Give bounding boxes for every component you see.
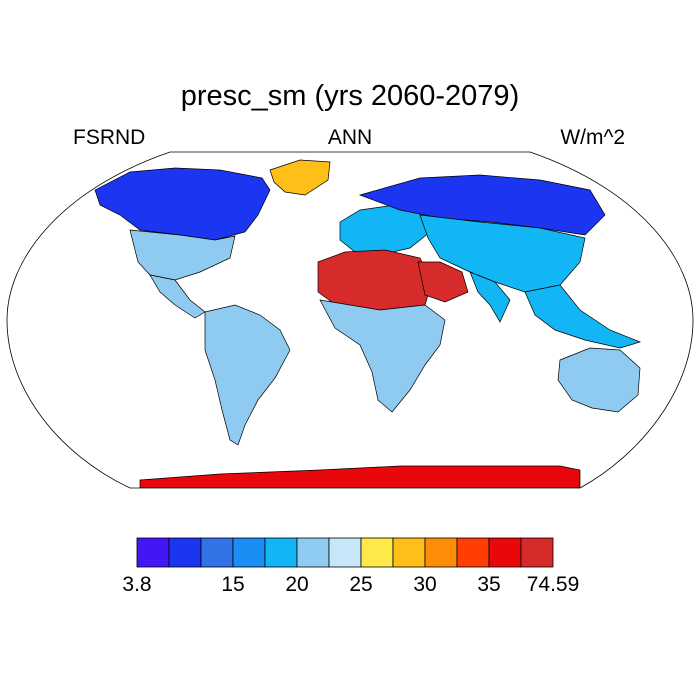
- colorbar-label: 30: [413, 573, 437, 596]
- colorbar-label: 15: [221, 573, 245, 596]
- region-antarctica: [139, 465, 581, 488]
- colorbar-label: 3.8: [122, 573, 152, 596]
- map-title: presc_sm (yrs 2060-2079): [180, 80, 520, 112]
- colorbar-box: [392, 537, 426, 568]
- region-north-america: [94, 167, 271, 241]
- colorbar: [136, 537, 554, 568]
- colorbar-box: [520, 537, 554, 568]
- colorbar-box: [168, 537, 202, 568]
- colorbar-box: [264, 537, 298, 568]
- colorbar-box: [232, 537, 266, 568]
- region-arabia: [417, 261, 469, 303]
- region-southeast-asia: [524, 284, 642, 349]
- region-india: [469, 271, 511, 323]
- colorbar-label: 25: [349, 573, 373, 596]
- globe-outline: [6, 151, 694, 489]
- colorbar-box: [488, 537, 522, 568]
- region-mexico: [149, 274, 206, 319]
- season-label: ANN: [327, 126, 373, 149]
- colorbar-label: 35: [477, 573, 501, 596]
- colorbar-box: [136, 537, 170, 568]
- region-europe: [339, 204, 431, 256]
- colorbar-box: [296, 537, 330, 568]
- colorbar-label: 74.59: [526, 573, 580, 596]
- colorbar-box: [200, 537, 234, 568]
- colorbar-box: [424, 537, 458, 568]
- colorbar-box: [328, 537, 362, 568]
- units-label: W/m^2: [560, 126, 625, 149]
- region-greenland: [269, 159, 331, 196]
- region-south-america: [204, 304, 291, 446]
- region-africa: [319, 299, 446, 413]
- colorbar-box: [456, 537, 490, 568]
- region-australia: [557, 347, 641, 413]
- region-sahara: [317, 249, 433, 311]
- colorbar-label: 20: [285, 573, 309, 596]
- region-usa: [129, 229, 236, 281]
- colorbar-box: [360, 537, 394, 568]
- variable-label: FSRND: [73, 126, 146, 149]
